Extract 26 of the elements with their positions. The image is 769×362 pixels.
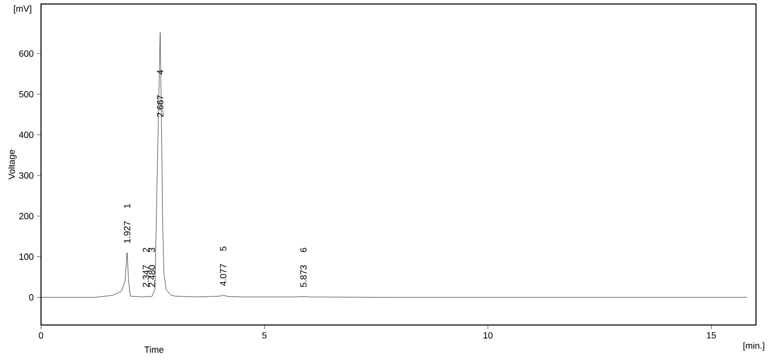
x-tick-label: 5 (262, 332, 267, 338)
y-tick-label: 400 (18, 132, 34, 138)
text: [min.] (743, 342, 764, 351)
annotation: 1 (124, 204, 130, 208)
annotation: 2 (142, 248, 150, 252)
annotation: 1.927 (124, 221, 130, 243)
x-tick-label: 10 (484, 332, 493, 339)
annotation: 2.667 (156, 95, 164, 117)
annotation: 2.347 (142, 265, 150, 287)
y-tick-label: 100 (19, 254, 34, 260)
annotation: 2.480 (148, 265, 156, 287)
x-tick-label: 15 (707, 332, 716, 338)
annotation: 5.873 (300, 265, 307, 287)
x-tick-label: 0 (38, 332, 44, 339)
annotation: 6 (300, 248, 307, 252)
text: [mV] (14, 5, 32, 14)
y-tick-label: 0 (29, 294, 34, 301)
annotation: 4.077 (220, 264, 226, 286)
y-tick-label: 600 (19, 50, 34, 57)
y-tick-label: 200 (19, 212, 34, 220)
y-axis-title: Voltage (8, 150, 17, 180)
y-tick-label: 500 (19, 91, 34, 98)
annotation: 4 (157, 70, 164, 75)
annotation: 5 (220, 246, 226, 251)
x-axis-title: Time (144, 346, 164, 353)
y-tick-label: 300 (19, 172, 34, 179)
